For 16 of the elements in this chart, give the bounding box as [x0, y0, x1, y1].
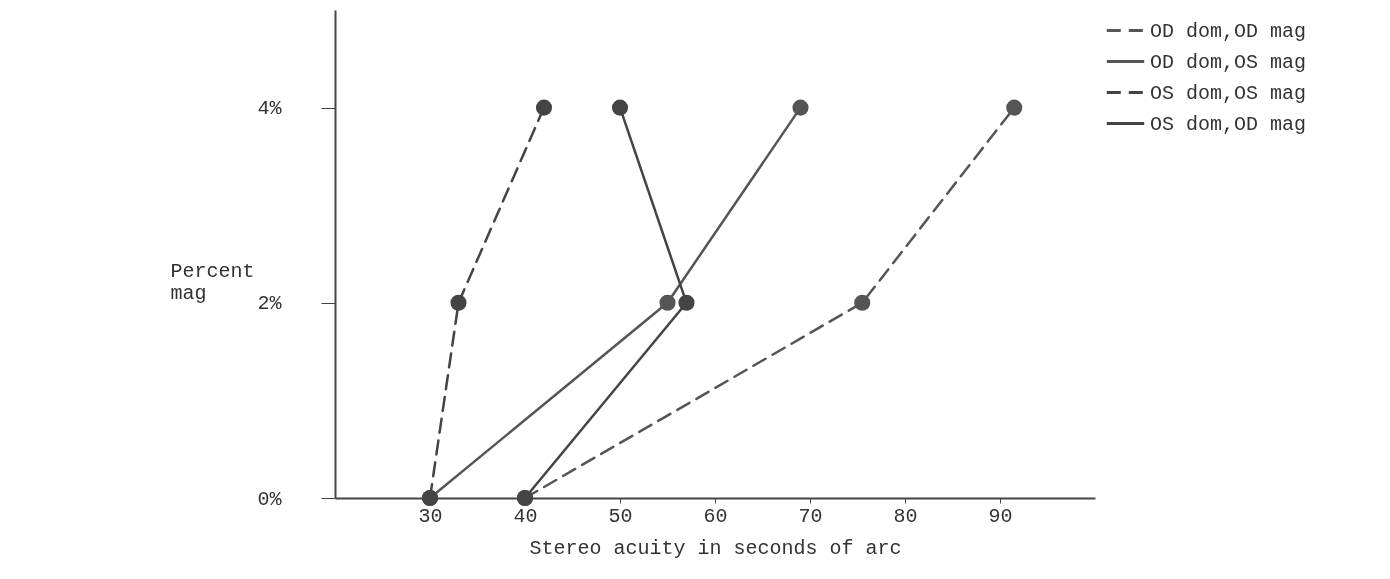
- legend-label: OS dom,OD mag: [1150, 112, 1307, 136]
- y-tick-label: 4%: [257, 97, 283, 121]
- legend-label: OS dom,OS mag: [1150, 81, 1307, 105]
- x-axis-title: Stereo acuity in seconds of arc: [529, 536, 902, 560]
- x-tick-label: 50: [608, 504, 633, 528]
- x-tick-label: 80: [893, 504, 918, 528]
- legend-label: OD dom,OD mag: [1150, 19, 1307, 43]
- x-tick-label: 30: [418, 504, 443, 528]
- y-tick-label: 0%: [257, 487, 283, 511]
- x-tick-label: 90: [988, 504, 1013, 528]
- x-tick-label: 70: [798, 504, 823, 528]
- y-axis-title: Percent mag: [170, 259, 255, 305]
- x-tick-label: 40: [513, 504, 538, 528]
- x-tick-label: 60: [703, 504, 728, 528]
- y-tick-label: 2%: [257, 292, 283, 316]
- legend-label: OD dom,OS mag: [1150, 50, 1307, 74]
